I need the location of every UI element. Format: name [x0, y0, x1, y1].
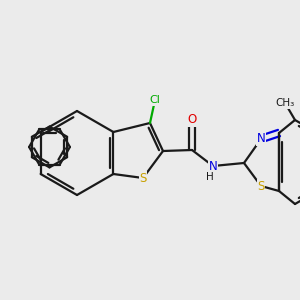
- Text: CH₃: CH₃: [275, 98, 295, 108]
- Text: O: O: [188, 113, 196, 127]
- Text: N: N: [256, 133, 266, 146]
- Text: N: N: [208, 160, 217, 172]
- Text: Cl: Cl: [150, 95, 160, 105]
- Text: S: S: [139, 172, 147, 184]
- Text: H: H: [206, 172, 214, 182]
- Text: S: S: [257, 179, 265, 193]
